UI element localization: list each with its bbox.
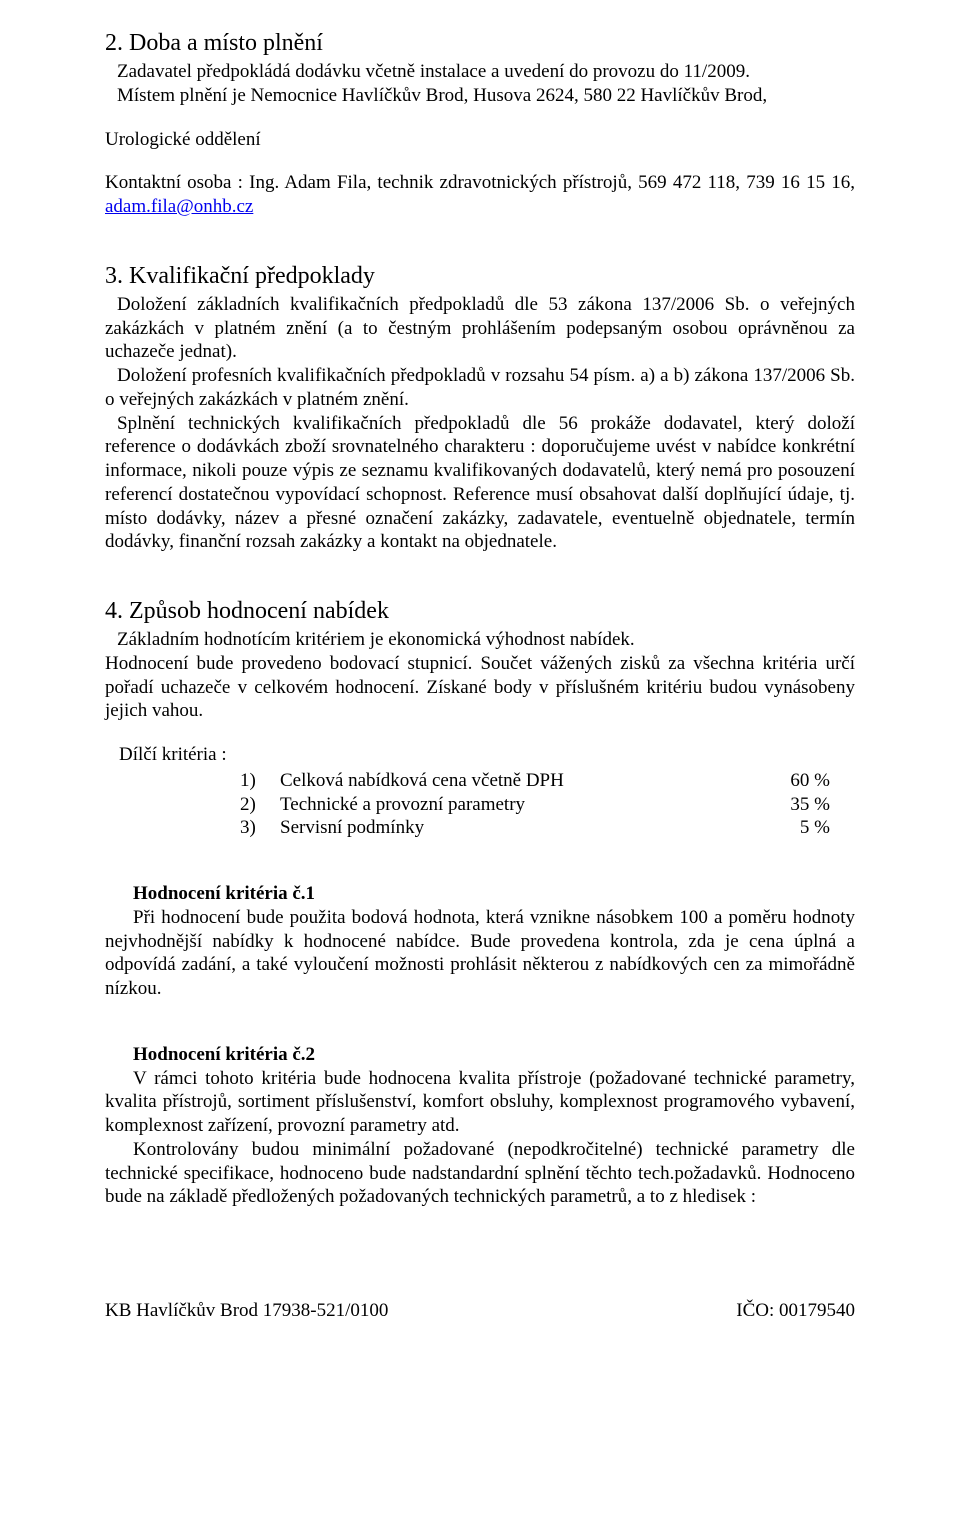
- section-4-p2: Hodnocení bude provedeno bodovací stupni…: [105, 652, 855, 723]
- k2-heading: Hodnocení kritéria č.2: [105, 1043, 855, 1067]
- criteria-row: 1) Celková nabídková cena včetně DPH 60 …: [105, 769, 855, 793]
- criteria-row: 3) Servisní podmínky 5 %: [105, 816, 855, 840]
- criteria-pct: 5 %: [755, 816, 855, 840]
- k2-p1: V rámci tohoto kritéria bude hodnocena k…: [105, 1067, 855, 1138]
- criteria-num: 3): [105, 816, 280, 840]
- criteria-pct: 35 %: [755, 793, 855, 817]
- criteria-list: 1) Celková nabídková cena včetně DPH 60 …: [105, 769, 855, 840]
- k2-p2: Kontrolovány budou minimální požadované …: [105, 1138, 855, 1209]
- section-2-contact: Kontaktní osoba : Ing. Adam Fila, techni…: [105, 171, 855, 219]
- k1-heading: Hodnocení kritéria č.1: [105, 882, 855, 906]
- criteria-text: Servisní podmínky: [280, 816, 755, 840]
- section-3-heading: 3. Kvalifikační předpoklady: [105, 261, 855, 291]
- criteria-text: Technické a provozní parametry: [280, 793, 755, 817]
- section-4-heading: 4. Způsob hodnocení nabídek: [105, 596, 855, 626]
- criteria-row: 2) Technické a provozní parametry 35 %: [105, 793, 855, 817]
- section-4-p1: Základním hodnotícím kritériem je ekonom…: [105, 628, 855, 652]
- section-2-p3: Urologické oddělení: [105, 128, 855, 152]
- footer-right: IČO: 00179540: [736, 1299, 855, 1323]
- criteria-pct: 60 %: [755, 769, 855, 793]
- criteria-text: Celková nabídková cena včetně DPH: [280, 769, 755, 793]
- contact-email-link[interactable]: adam.fila@onhb.cz: [105, 196, 253, 217]
- page-footer: KB Havlíčkův Brod 17938-521/0100 IČO: 00…: [105, 1299, 855, 1323]
- criteria-num: 2): [105, 793, 280, 817]
- section-3-p2: Doložení profesních kvalifikačních předp…: [105, 364, 855, 412]
- section-2-heading: 2. Doba a místo plnění: [105, 28, 855, 58]
- contact-text: Kontaktní osoba : Ing. Adam Fila, techni…: [105, 172, 855, 193]
- section-3-p1: Doložení základních kvalifikačních předp…: [105, 293, 855, 364]
- criteria-label: Dílčí kritéria :: [105, 743, 855, 767]
- k1-body: Při hodnocení bude použita bodová hodnot…: [105, 906, 855, 1001]
- section-3-p3: Splnění technických kvalifikačních předp…: [105, 412, 855, 555]
- section-2-p1: Zadavatel předpokládá dodávku včetně ins…: [105, 60, 855, 84]
- section-2-p2: Místem plnění je Nemocnice Havlíčkův Bro…: [105, 84, 855, 108]
- criteria-num: 1): [105, 769, 280, 793]
- footer-left: KB Havlíčkův Brod 17938-521/0100: [105, 1299, 388, 1323]
